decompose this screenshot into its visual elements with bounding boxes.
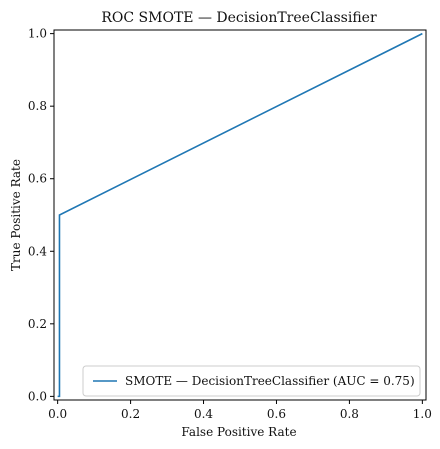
y-tick-label-0: 0.0 [28,389,47,403]
y-tick-label-2: 0.4 [28,244,47,258]
legend-label-0: SMOTE — DecisionTreeClassifier (AUC = 0.… [125,374,415,388]
y-axis-label: True Positive Rate [9,159,23,271]
legend-box [82,365,421,397]
chart-title: ROC SMOTE — DecisionTreeClassifier [101,10,377,26]
y-tick-label-1: 0.2 [28,317,47,331]
x-tick-label-0: 0.0 [48,407,67,421]
x-axis-label: False Positive Rate [181,425,296,439]
y-tick-label-5: 1.0 [28,27,47,41]
y-tick-label-3: 0.6 [28,172,47,186]
x-tick-label-1: 0.2 [121,407,140,421]
x-tick-label-5: 1.0 [413,407,432,421]
x-tick-label-2: 0.4 [194,407,213,421]
plot-area: 0.0 0.2 0.4 0.6 0.8 1.0 0.0 0.2 0.4 0.6 0.8 1.0 SMOT… [28,27,432,421]
y-tick-label-4: 0.8 [28,99,47,113]
x-tick-label-3: 0.6 [267,407,286,421]
legend: SMOTE — DecisionTreeClassifier (AUC = 0.… [82,365,421,397]
axes-frame [53,29,427,401]
series-line-0 [57,32,423,398]
x-tick-label-4: 0.8 [340,407,359,421]
